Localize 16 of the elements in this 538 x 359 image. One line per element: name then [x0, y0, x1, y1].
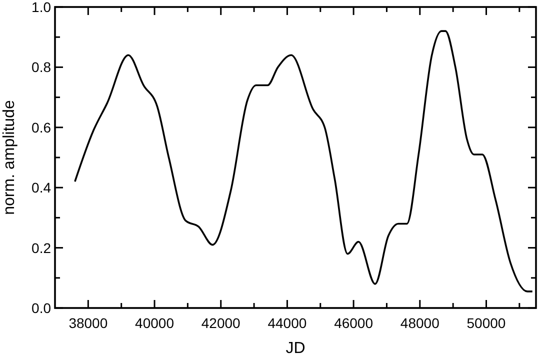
y-tick-label: 0.2	[32, 240, 52, 256]
x-axis-title: JD	[286, 340, 306, 357]
x-tick-label: 44000	[268, 315, 307, 331]
y-axis-title: norm. amplitude	[1, 100, 18, 215]
y-tick-label: 0.4	[32, 180, 52, 196]
y-tick-label: 0.0	[32, 300, 52, 316]
x-tick-label: 48000	[400, 315, 440, 331]
x-tick-label: 40000	[135, 315, 174, 331]
x-tick-label: 42000	[201, 315, 241, 331]
line-series	[74, 30, 534, 292]
x-tick-label: 50000	[466, 315, 506, 331]
y-tick-label: 0.6	[32, 119, 52, 136]
y-tick-label: 0.8	[32, 59, 52, 76]
x-tick-label: 38000	[68, 315, 108, 331]
x-tick-label: 46000	[334, 315, 374, 331]
y-tick-label: 1.0	[32, 0, 52, 15]
